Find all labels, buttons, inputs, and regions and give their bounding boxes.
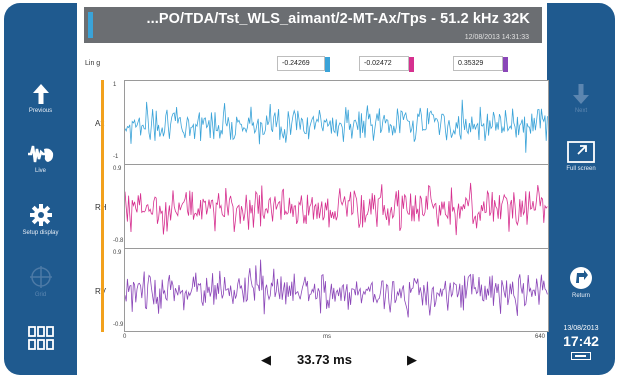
cursor-value-rv-text: 0.35329	[458, 60, 484, 67]
rv-waveform	[125, 259, 548, 318]
setup-display-label: Setup display	[22, 230, 59, 236]
next-label: Next	[574, 108, 588, 114]
channel-rh-name: RH	[95, 203, 107, 212]
cursor-prev-button[interactable]: ◀	[261, 352, 271, 367]
device-frame: Previous Live	[4, 3, 615, 375]
ax-ymin-label: -1	[113, 154, 119, 160]
rh-waveform	[125, 182, 548, 236]
signal-plot[interactable]: Ax 1 -1 RH 0.9 -0.8 RV 0.9 -0.9	[95, 80, 549, 333]
title-bar: ...PO/TDA/Tst_WLS_aimant/2-MT-Ax/Tps - 5…	[84, 7, 542, 43]
unit-label: Lin g	[85, 60, 101, 67]
previous-button[interactable]: Previous	[4, 83, 77, 114]
rh-ymin-label: -0.8	[113, 238, 124, 244]
waveform-hand-icon	[27, 145, 53, 163]
x-axis-unit-label: ms	[323, 334, 331, 340]
previous-label: Previous	[28, 108, 53, 114]
battery-icon	[571, 352, 591, 360]
return-label: Return	[571, 293, 590, 299]
grid-button[interactable]: Grid	[4, 265, 77, 298]
measurement-title: ...PO/TDA/Tst_WLS_aimant/2-MT-Ax/Tps - 5…	[146, 11, 530, 27]
x-axis-min-label: 0	[123, 334, 127, 340]
cursor-time-readout: 33.73 ms	[297, 352, 352, 367]
full-screen-label: Full screen	[566, 166, 596, 172]
rh-color-swatch	[409, 57, 414, 72]
cursor-value-rh: -0.02472	[359, 56, 414, 72]
arrow-up-icon	[32, 84, 49, 104]
cursor-value-rh-text: -0.02472	[364, 60, 392, 67]
next-button[interactable]: Next	[547, 83, 615, 114]
ax-color-swatch	[325, 57, 330, 72]
ax-ymax-label: 1	[113, 82, 117, 88]
live-button[interactable]: Live	[4, 143, 77, 174]
channel-rh: RH 0.9 -0.8	[95, 165, 548, 249]
channel-rv: RV 0.9 -0.9	[95, 249, 548, 333]
cursor-value-ax-text: -0.24269	[282, 60, 310, 67]
right-sidebar: Next Full screen Return 13/08/2013 17:42	[547, 3, 615, 375]
full-screen-button[interactable]: Full screen	[547, 141, 615, 172]
rv-ymax-label: 0.9	[113, 250, 122, 256]
clock-box: 13/08/2013 17:42	[547, 325, 615, 360]
live-label: Live	[34, 168, 46, 174]
title-accent	[88, 12, 93, 38]
return-button[interactable]: Return	[547, 266, 615, 299]
rv-color-swatch	[503, 57, 508, 72]
expand-icon	[567, 141, 595, 163]
cursor-value-rv: 0.35329	[453, 56, 508, 72]
ax-waveform	[125, 99, 548, 153]
return-icon	[570, 267, 592, 289]
cursor-next-button[interactable]: ▶	[407, 352, 417, 367]
apps-menu-button[interactable]	[4, 326, 77, 350]
channel-ax: Ax 1 -1	[95, 81, 548, 165]
time-cursor-line[interactable]	[101, 80, 104, 332]
measurement-timestamp: 12/08/2013 14:31:33	[464, 34, 529, 41]
rh-ymax-label: 0.9	[113, 166, 122, 172]
cursor-navigation-bar: ◀ 33.73 ms ▶	[77, 344, 547, 373]
current-date: 13/08/2013	[563, 325, 599, 332]
gear-icon	[29, 204, 52, 226]
apps-grid-icon	[27, 326, 54, 350]
grid-label: Grid	[34, 292, 47, 298]
x-axis-max-label: 640	[535, 334, 546, 340]
cursor-value-ax: -0.24269	[277, 56, 330, 72]
setup-display-button[interactable]: Setup display	[4, 203, 77, 236]
rv-ymin-label: -0.9	[113, 322, 124, 328]
main-screen: ...PO/TDA/Tst_WLS_aimant/2-MT-Ax/Tps - 5…	[77, 3, 549, 375]
channel-ax-name: Ax	[95, 119, 105, 128]
channel-rv-name: RV	[95, 287, 106, 296]
arrow-down-icon	[573, 84, 589, 104]
left-sidebar: Previous Live	[4, 3, 77, 375]
crosshair-icon	[29, 266, 52, 288]
current-time: 17:42	[563, 333, 599, 349]
